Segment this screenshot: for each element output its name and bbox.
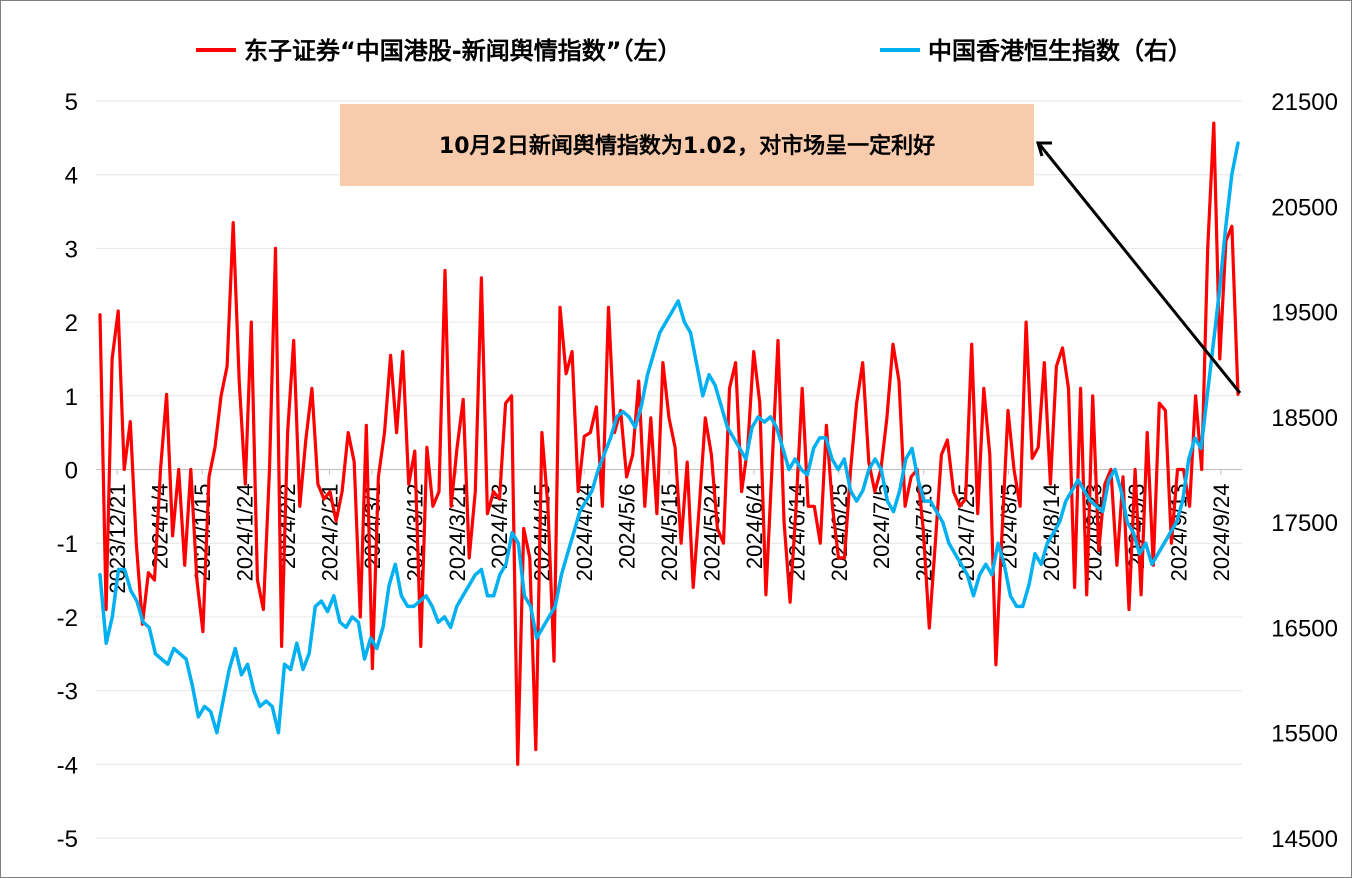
right-tick-label: 18500: [1271, 405, 1338, 432]
x-tick-label: 2024/7/5: [869, 484, 894, 570]
left-tick-label: 0: [65, 458, 78, 485]
annotation-box: 10月2日新闻舆情指数为1.02，对市场呈一定利好: [340, 104, 1242, 394]
right-tick-label: 16500: [1271, 615, 1338, 642]
left-tick-label: 4: [65, 163, 78, 190]
left-tick-label: -5: [57, 826, 78, 853]
right-tick-label: 21500: [1271, 89, 1338, 116]
x-tick-label: 2024/8/14: [1039, 484, 1064, 582]
left-tick-label: -2: [57, 605, 78, 632]
left-axis: -5 -4 -3 -2 -1 0 1 2 3 4 5: [57, 89, 78, 853]
x-tick-label: 2024/9/24: [1209, 484, 1234, 582]
right-tick-label: 17500: [1271, 510, 1338, 537]
right-tick-label: 20500: [1271, 194, 1338, 221]
legend-label-sentiment: 东子证券“中国港股-新闻舆情指数”（左）: [244, 37, 682, 65]
series-line-sentiment: [98, 121, 1240, 766]
annotation-background: [340, 104, 1034, 186]
x-tick-label: 2024/2/21: [317, 484, 342, 582]
left-tick-label: -3: [57, 679, 78, 706]
x-tick-label: 2024/5/6: [615, 484, 640, 570]
x-tick-label: 2024/4/24: [572, 484, 597, 582]
right-tick-label: 19500: [1271, 300, 1338, 327]
left-tick-label: 1: [65, 384, 78, 411]
left-tick-label: -4: [57, 752, 78, 779]
annotation-arrow-line: [1038, 144, 1242, 394]
right-tick-label: 15500: [1271, 721, 1338, 748]
series-line-hsi: [98, 141, 1240, 735]
right-axis: 14500 15500 16500 17500 18500 19500 20500 21500: [1271, 89, 1338, 853]
left-tick-label: 3: [65, 236, 78, 263]
annotation-text: 10月2日新闻舆情指数为1.02，对市场呈一定利好: [439, 133, 935, 159]
left-tick-label: 2: [65, 310, 78, 337]
x-tick-label: 2024/1/24: [233, 484, 258, 582]
legend-label-hsi: 中国香港恒生指数（右）: [928, 37, 1192, 65]
left-tick-label: 5: [65, 89, 78, 116]
left-tick-label: -1: [57, 531, 78, 558]
right-tick-label: 14500: [1271, 826, 1338, 853]
annotation-arrow-head: [1035, 141, 1052, 157]
legend: 东子证券“中国港股-新闻舆情指数”（左） 中国香港恒生指数（右）: [196, 37, 1192, 65]
series-lines: [98, 121, 1240, 766]
